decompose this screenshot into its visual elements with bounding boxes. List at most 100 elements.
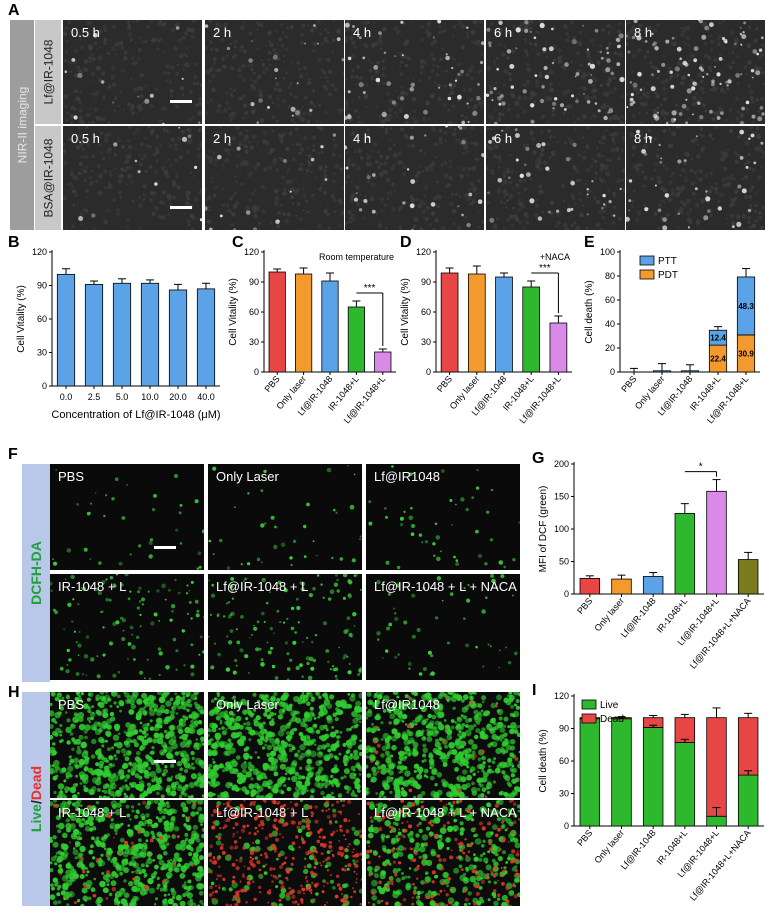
legend-label-ptt: PTT [658, 256, 677, 267]
bar-live [706, 815, 727, 827]
panel-letter-c: C [232, 234, 244, 251]
x-tick-label: PBS [262, 374, 281, 394]
y-tick-label: 50 [559, 557, 569, 567]
dcfh-image-5: Lf@IR-1048 + L [208, 574, 362, 680]
panel-letter-d: D [400, 234, 412, 251]
y-tick-label: 60 [559, 756, 569, 766]
x-tick-label: PBS [435, 374, 454, 394]
y-tick-label: 60 [249, 307, 259, 317]
nir-image-row1-5: 8 h [626, 20, 765, 124]
y-tick-label: 200 [554, 459, 569, 469]
bar-live [642, 727, 664, 827]
x-tick-label: 20.0 [169, 392, 187, 402]
bar [495, 276, 513, 373]
legend-swatch-pdt [639, 269, 655, 280]
chart-title: +NACA [540, 252, 570, 262]
panel-letter-g: G [532, 450, 545, 467]
bar [467, 273, 486, 373]
live-dead-image-3: Lf@IR1048 [366, 692, 520, 798]
y-axis-label: Cell Vitality (%) [228, 278, 239, 346]
bar-live [611, 718, 632, 827]
panel-letter-b: B [8, 234, 20, 251]
bar [321, 280, 339, 373]
chart-title: Room temperature [319, 252, 394, 262]
live-dead-image-4-label: IR-1048 + L [58, 805, 127, 820]
legend-label-live: Live [600, 700, 619, 711]
nir-image-row2-5: 8 h [626, 126, 765, 230]
x-tick-label: Only laser [592, 828, 626, 865]
x-tick-label: 0.0 [60, 392, 73, 402]
live-dead-image-1: PBS [50, 692, 204, 798]
row-label-lf-ir1048: Lf@IR-1048 [35, 20, 61, 124]
live-dead-image-6: Lf@IR-1048 + L + NACA [366, 800, 520, 906]
live-dead-image-3-label: Lf@IR1048 [374, 697, 440, 712]
y-tick-label: 0 [42, 381, 47, 391]
y-tick-label: 40 [605, 319, 615, 329]
nir-image-row2-4: 6 h [486, 126, 625, 230]
scale-bar [154, 546, 176, 549]
bar [440, 272, 459, 373]
y-tick-label: 0 [426, 367, 431, 377]
dcfh-image-2-label: Only Laser [216, 469, 279, 484]
y-tick-label: 30 [559, 789, 569, 799]
dcfh-image-3-label: Lf@IR1048 [374, 469, 440, 484]
scale-bar [170, 206, 192, 209]
bar [579, 578, 601, 595]
bar-dead [674, 717, 696, 743]
bar [737, 559, 759, 595]
bar [549, 322, 568, 373]
x-axis-label: Concentration of Lf@IR-1048 (μM) [51, 409, 220, 421]
dcfh-da-label: DCFH-DA [22, 464, 50, 682]
y-axis-label: Cell death (%) [584, 280, 595, 343]
panel-letter-a: A [8, 2, 20, 19]
x-tick-label: 5.0 [116, 392, 129, 402]
dcfh-image-1-label: PBS [58, 469, 85, 484]
bar [642, 576, 664, 595]
live-dead-image-1-label: PBS [58, 697, 85, 712]
bar [56, 273, 76, 387]
chart-e-cell-death-ptt-pdt: 0 20 40 60 80 100 Cell death (%) 22.4 30.9 12.4 48… [584, 247, 760, 425]
y-tick-label: 20 [605, 343, 615, 353]
live-dead-image-5: Lf@IR-1048 + L [208, 800, 362, 906]
bar-data-label: 12.4 [710, 334, 726, 343]
nir-image-row2-3: 4 h [345, 126, 484, 230]
nir-image-row2-4-label: 6 h [494, 131, 513, 146]
bar-ptt [652, 370, 672, 373]
y-tick-label: 150 [554, 492, 569, 502]
nir-image-row1-1-label: 0.5 h [71, 25, 100, 40]
bar-dead [706, 717, 727, 817]
y-tick-label: 120 [416, 247, 431, 257]
scale-bar [170, 100, 192, 103]
dcfh-image-1: PBS [50, 464, 204, 570]
x-tick-label: IR-1048+L [655, 596, 690, 635]
x-tick-label: PBS [575, 596, 594, 616]
bar-data-label: 48.3 [738, 302, 754, 311]
nir-image-row1-3-label: 4 h [353, 25, 372, 40]
nir-image-row1-4: 6 h [486, 20, 625, 124]
y-tick-label: 80 [605, 271, 615, 281]
x-tick-label: 10.0 [141, 392, 159, 402]
nir-image-row2-5-label: 8 h [634, 131, 653, 146]
y-tick-label: 100 [600, 247, 615, 257]
x-tick-label: Only laser [592, 596, 626, 633]
dcfh-image-4-label: IR-1048 + L [58, 579, 127, 594]
nir-image-row2-2-label: 2 h [213, 131, 232, 146]
bar-live [579, 718, 601, 827]
legend-swatch-dead [581, 713, 597, 724]
bar [674, 513, 696, 595]
y-tick-label: 0 [564, 589, 569, 599]
x-tick-label: IR-1048+L [655, 828, 690, 867]
nir-image-row2-3-label: 4 h [353, 131, 372, 146]
panel-letter-f: F [8, 446, 18, 463]
dcfh-image-5-label: Lf@IR-1048 + L [216, 579, 309, 594]
y-tick-label: 30 [249, 337, 259, 347]
bar-live [737, 774, 759, 827]
dcfh-image-4: IR-1048 + L [50, 574, 204, 680]
y-tick-label: 60 [37, 314, 47, 324]
x-tick-label: 2.5 [88, 392, 101, 402]
panel-letter-e: E [584, 234, 595, 251]
bar [140, 282, 160, 387]
y-tick-label: 90 [249, 277, 259, 287]
